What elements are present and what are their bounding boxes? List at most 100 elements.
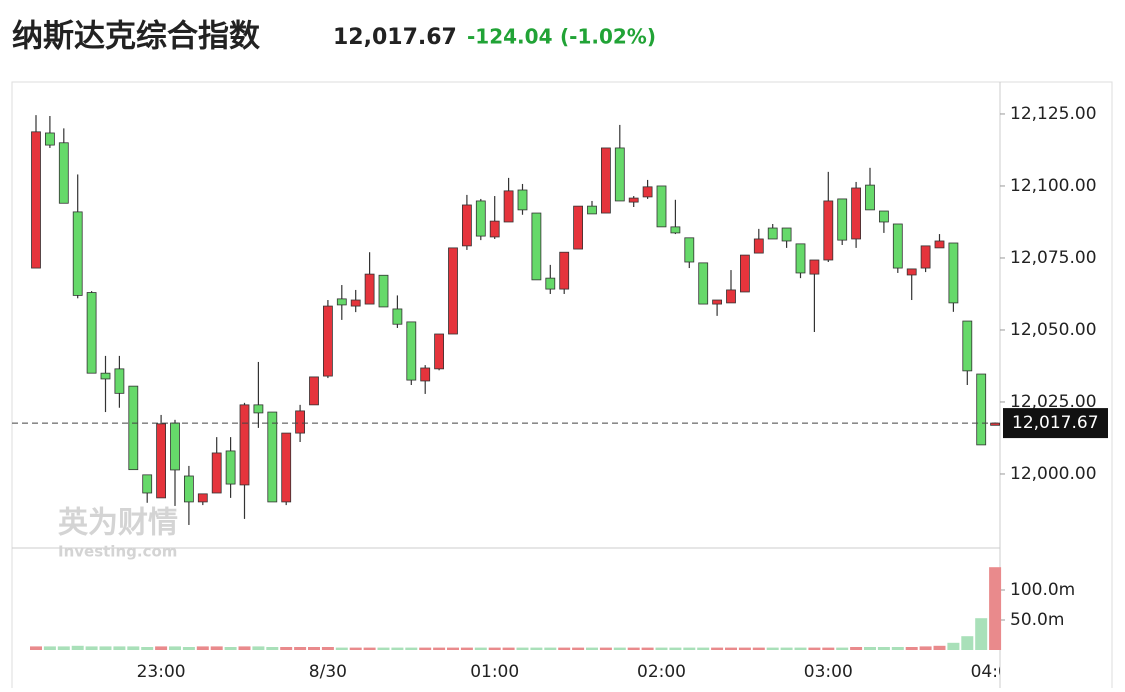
candle-body bbox=[322, 305, 333, 377]
volume-bar bbox=[377, 647, 390, 650]
candle-body bbox=[434, 333, 445, 370]
candle-body bbox=[781, 227, 792, 242]
x-tick-label: 23:00 bbox=[137, 662, 186, 682]
candle-body bbox=[197, 493, 208, 503]
candle-body bbox=[475, 200, 486, 237]
x-tick-label: 02:00 bbox=[637, 662, 686, 682]
candle-body bbox=[712, 299, 722, 305]
candle-body bbox=[906, 268, 917, 276]
change-pct: (-1.02%) bbox=[560, 25, 656, 49]
volume-bar bbox=[794, 647, 807, 650]
volume-bar bbox=[572, 647, 585, 650]
volume-bar bbox=[919, 646, 932, 650]
volume-bar bbox=[169, 646, 181, 650]
volume-bar bbox=[43, 646, 56, 650]
volume-bar bbox=[71, 645, 84, 650]
volume-bar bbox=[30, 646, 42, 650]
volume-bar bbox=[891, 647, 904, 650]
volume-bar bbox=[433, 647, 446, 650]
candle-body bbox=[879, 210, 889, 223]
candle-body bbox=[156, 423, 167, 499]
volume-bar bbox=[725, 647, 737, 650]
candle-body bbox=[726, 289, 736, 304]
volume-bar bbox=[697, 647, 710, 650]
volume-bar bbox=[780, 647, 793, 650]
volume-bar bbox=[766, 647, 779, 650]
volume-bar bbox=[321, 647, 334, 650]
volume-bar bbox=[363, 647, 376, 650]
volume-bar bbox=[252, 646, 265, 650]
volume-bar bbox=[335, 647, 348, 650]
volume-bar bbox=[238, 646, 251, 650]
volume-bar bbox=[488, 647, 501, 650]
candle-body bbox=[628, 197, 639, 203]
candle-body bbox=[823, 200, 834, 261]
candle-body bbox=[309, 376, 319, 406]
volume-bar bbox=[544, 647, 557, 650]
candle-body bbox=[545, 277, 556, 290]
y-tick-label: 12,050.00 bbox=[1010, 320, 1097, 340]
candle-body bbox=[225, 450, 236, 485]
candle-body bbox=[948, 242, 959, 304]
volume-bar bbox=[530, 647, 543, 650]
candle-body bbox=[656, 185, 667, 228]
volume-bar bbox=[294, 647, 307, 650]
volume-bar bbox=[516, 647, 529, 650]
candle-body bbox=[295, 410, 306, 434]
watermark-brand: 英为财情 bbox=[58, 506, 178, 541]
y2-tick-label: 50.0m bbox=[1010, 610, 1064, 630]
volume-bar bbox=[308, 647, 320, 650]
candle-body bbox=[642, 186, 653, 198]
x-tick-label: 8/30 bbox=[309, 662, 347, 682]
candle-body bbox=[670, 226, 681, 234]
candle-body bbox=[350, 299, 361, 307]
volume-bar bbox=[752, 647, 765, 650]
volume-bar bbox=[113, 646, 126, 650]
volume-bar bbox=[57, 646, 70, 650]
candle-body bbox=[253, 404, 264, 414]
volume-bar bbox=[669, 647, 682, 650]
title: 纳斯达克综合指数 bbox=[12, 19, 260, 55]
candle-body bbox=[183, 475, 194, 503]
volume-bar bbox=[933, 645, 946, 650]
candle-body bbox=[392, 308, 403, 325]
y-tick-label: 12,075.00 bbox=[1010, 248, 1097, 268]
volume-bar bbox=[864, 647, 876, 650]
candle-body bbox=[267, 411, 278, 503]
change: -124.04 bbox=[467, 25, 552, 49]
volume-bar bbox=[127, 646, 140, 650]
volume-bar bbox=[599, 647, 612, 650]
volume-bar bbox=[808, 647, 821, 650]
candle-body bbox=[962, 320, 973, 372]
y2-tick-label: 100.0m bbox=[1010, 580, 1075, 600]
candle-body bbox=[100, 372, 111, 380]
volume-bar bbox=[613, 647, 626, 650]
candle-body bbox=[892, 223, 903, 269]
x-tick-label: 04:00 bbox=[971, 662, 1020, 682]
volume-bar bbox=[447, 647, 459, 650]
candle-body bbox=[573, 205, 583, 250]
candle-body bbox=[614, 147, 625, 202]
candle-body bbox=[601, 147, 611, 214]
volume-bar bbox=[877, 647, 890, 650]
volume-bar bbox=[182, 647, 195, 650]
candle-body bbox=[378, 274, 389, 308]
candle-body bbox=[336, 298, 347, 306]
candle-body bbox=[448, 247, 458, 335]
chart-panel bbox=[11, 81, 1113, 692]
volume-bar bbox=[196, 646, 209, 650]
candle-body bbox=[170, 422, 180, 471]
volume-bar bbox=[405, 647, 418, 650]
volume-bar bbox=[961, 636, 974, 650]
watermark-site: Investing.com bbox=[58, 543, 177, 561]
candle-body bbox=[58, 142, 69, 204]
volume-bar bbox=[280, 647, 293, 650]
volume-bar bbox=[586, 647, 598, 650]
candle-body bbox=[503, 190, 514, 223]
candle-body bbox=[920, 245, 931, 269]
candle-body bbox=[809, 259, 820, 275]
volume-bar bbox=[738, 647, 751, 650]
y-tick-label: 12,100.00 bbox=[1010, 176, 1097, 196]
candle-body bbox=[72, 211, 83, 296]
